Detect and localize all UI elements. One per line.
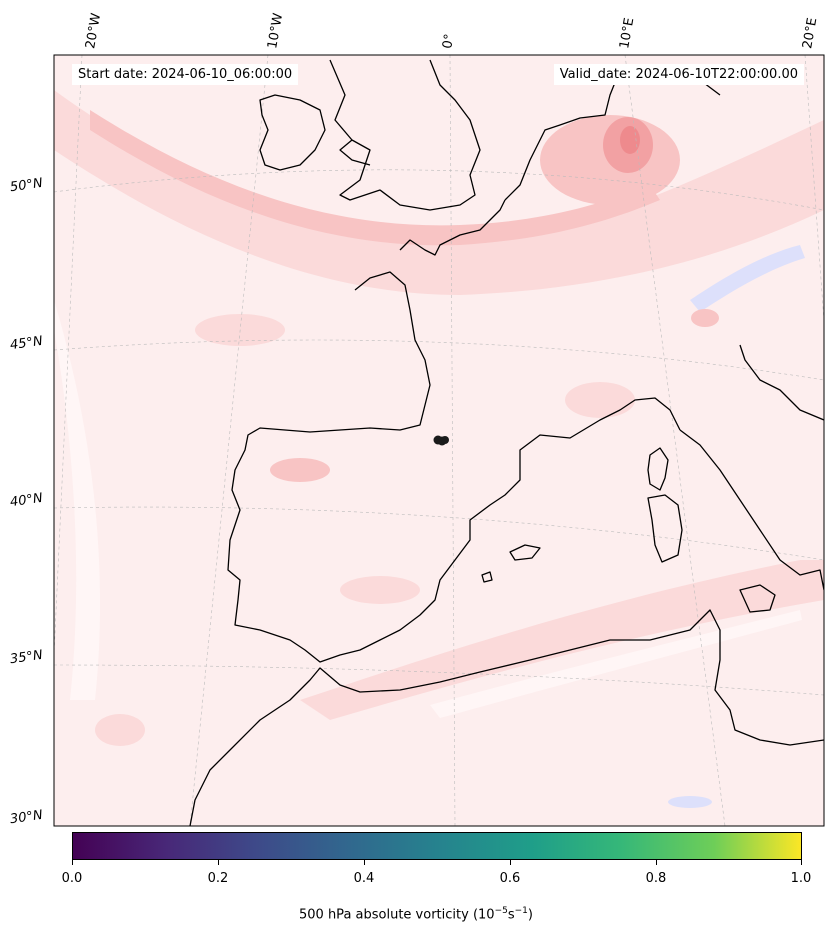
map-frame [53, 54, 825, 827]
vorticity-positive-spot [691, 309, 719, 327]
coast-ireland [259, 94, 326, 171]
vorticity-field [54, 55, 824, 826]
colorbar-label-mid: s [507, 907, 515, 923]
coast-sicily [739, 584, 776, 613]
colorbar-tick-mark [656, 860, 657, 865]
colorbar-tick-0: 0.0 [61, 871, 83, 886]
vorticity-spot-1 [95, 714, 145, 746]
colorbar-label-suffix: ) [527, 907, 533, 923]
coast-corsica [647, 447, 669, 491]
colorbar-tick-mark [801, 860, 802, 865]
vorticity-band-north [54, 90, 824, 295]
vorticity-max-peak [620, 126, 640, 154]
colorbar-label-exp2: −1 [514, 906, 528, 916]
colorbar-label-prefix: 500 hPa absolute vorticity (10 [299, 907, 495, 923]
colorbar-tick-mark [72, 860, 73, 865]
colorbar-tick-1: 0.2 [207, 871, 229, 886]
graticule [54, 55, 824, 826]
vorticity-band-south [300, 560, 824, 720]
colorbar-tick-3: 0.6 [499, 871, 521, 886]
gridline-lon-0 [449, 55, 456, 826]
vorticity-band-north-inner [90, 110, 660, 246]
vorticity-spot-2 [340, 576, 420, 604]
gridline-lat-35n [54, 664, 824, 696]
coast-wales [339, 139, 371, 166]
lon-label-0: 0° [440, 32, 458, 50]
valid-date-label: Valid_date: 2024-06-10T22:00:00.00 [553, 64, 804, 85]
vorticity-negative-spot [668, 796, 712, 808]
coast-sardinia [647, 494, 683, 563]
colorbar-tick-mark [218, 860, 219, 865]
colorbar-label: 500 hPa absolute vorticity (10−5s−1) [0, 906, 832, 922]
coast-france-west [399, 199, 506, 256]
start-date-label: Start date: 2024-06-10_06:00:00 [72, 64, 299, 85]
colorbar-tick-4: 0.8 [645, 871, 667, 886]
coast-italy-adriatic [739, 344, 824, 421]
colorbar-label-exp1: −5 [494, 906, 508, 916]
colorbar-tick-mark [510, 860, 511, 865]
gridline-lat-40n [54, 506, 824, 561]
vorticity-spot-5 [270, 458, 330, 482]
gridline-lat-45n [54, 339, 824, 381]
gridline-lon-20e [804, 55, 824, 326]
vorticity-streak-south [430, 610, 802, 718]
colorbar-tick-2: 0.4 [353, 871, 375, 886]
colorbar-tick-5: 1.0 [790, 871, 812, 886]
coastlines [189, 59, 824, 826]
colorbar-gradient [72, 832, 802, 860]
colorbar-tick-mark [364, 860, 365, 865]
vorticity-spot-3 [565, 382, 635, 418]
gridline-lon-20w [54, 55, 83, 662]
coast-balearic-mallorca [509, 544, 541, 561]
vorticity-band-west [54, 300, 101, 700]
colorbar-frame [72, 832, 802, 860]
gridline-lat-50n [54, 169, 824, 211]
vorticity-negative-streak [690, 245, 805, 312]
coast-balearic-ibiza [481, 571, 493, 583]
storm-position-marker [433, 435, 449, 446]
coast-italy [679, 429, 824, 591]
coast-biscay [227, 271, 681, 663]
coast-north-africa [189, 609, 824, 826]
